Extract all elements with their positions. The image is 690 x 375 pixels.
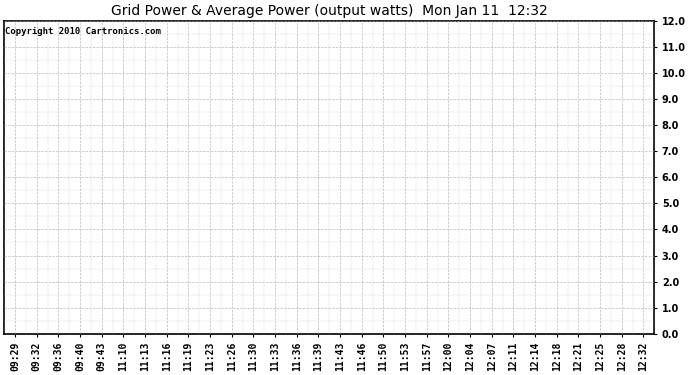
Title: Grid Power & Average Power (output watts)  Mon Jan 11  12:32: Grid Power & Average Power (output watts…	[111, 4, 548, 18]
Text: Copyright 2010 Cartronics.com: Copyright 2010 Cartronics.com	[6, 27, 161, 36]
